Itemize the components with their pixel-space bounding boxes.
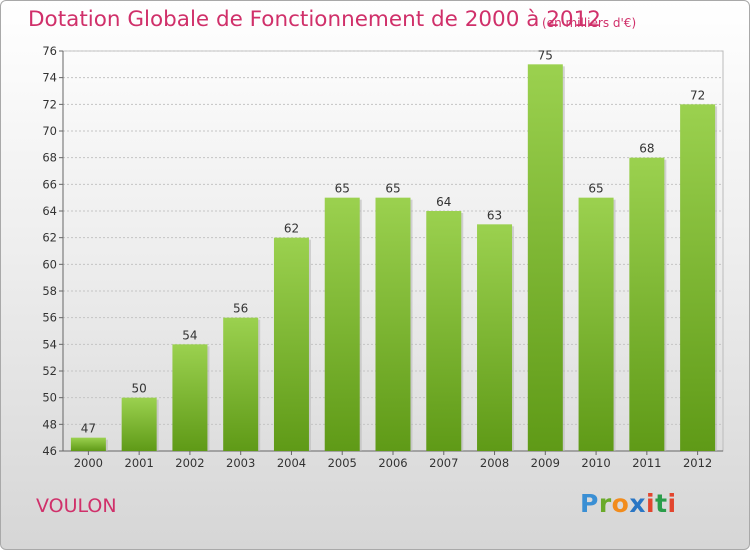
x-tick-label: 2011 bbox=[632, 456, 661, 470]
bar-value-label: 56 bbox=[233, 302, 248, 316]
y-tick-label: 56 bbox=[42, 311, 57, 325]
x-tick-label: 2003 bbox=[226, 456, 255, 470]
y-tick-label: 50 bbox=[42, 391, 57, 405]
y-tick-label: 58 bbox=[42, 284, 57, 298]
bar-value-label: 62 bbox=[284, 222, 299, 236]
bar bbox=[375, 197, 411, 451]
commune-name: VOULON bbox=[36, 495, 117, 517]
x-tick-label: 2006 bbox=[378, 456, 407, 470]
y-tick-label: 66 bbox=[42, 177, 57, 191]
logo-letter: i bbox=[667, 489, 677, 518]
x-tick-label: 2010 bbox=[581, 456, 610, 470]
y-tick-label: 76 bbox=[42, 44, 57, 58]
x-tick-label: 2005 bbox=[328, 456, 357, 470]
chart-title: Dotation Globale de Fonctionnement de 20… bbox=[28, 7, 601, 32]
bar-value-label: 65 bbox=[335, 182, 350, 196]
bar bbox=[629, 157, 665, 451]
bar-value-label: 47 bbox=[81, 422, 96, 436]
x-tick-label: 2009 bbox=[531, 456, 560, 470]
x-tick-label: 2001 bbox=[125, 456, 154, 470]
proxiti-logo[interactable]: Proxiti bbox=[580, 489, 677, 518]
bar-value-label: 54 bbox=[182, 328, 197, 342]
y-tick-label: 64 bbox=[42, 204, 57, 218]
bar-value-label: 72 bbox=[690, 88, 705, 102]
bar bbox=[426, 211, 462, 451]
y-tick-label: 54 bbox=[42, 337, 57, 351]
logo-letter: P bbox=[580, 489, 599, 518]
bar bbox=[121, 397, 157, 451]
y-tick-label: 68 bbox=[42, 151, 57, 165]
chart-subtitle: (en milliers d'€) bbox=[542, 16, 637, 30]
bar-value-label: 65 bbox=[588, 182, 603, 196]
x-tick-label: 2008 bbox=[480, 456, 509, 470]
y-tick-label: 46 bbox=[42, 444, 57, 458]
logo-letter: x bbox=[629, 489, 646, 518]
logo-letter: t bbox=[655, 489, 668, 518]
x-tick-label: 2004 bbox=[277, 456, 306, 470]
bar bbox=[172, 344, 208, 451]
bar-value-label: 50 bbox=[132, 382, 147, 396]
y-tick-label: 48 bbox=[42, 417, 57, 431]
logo-letter: r bbox=[598, 489, 612, 518]
y-tick-label: 60 bbox=[42, 257, 57, 271]
y-tick-label: 70 bbox=[42, 124, 57, 138]
bar bbox=[324, 197, 360, 451]
bar bbox=[680, 104, 716, 451]
bar bbox=[273, 237, 309, 451]
x-tick-label: 2007 bbox=[429, 456, 458, 470]
x-tick-label: 2002 bbox=[175, 456, 204, 470]
bar-value-label: 64 bbox=[436, 195, 451, 209]
y-tick-label: 52 bbox=[42, 364, 57, 378]
bar bbox=[70, 437, 106, 451]
x-tick-label: 2012 bbox=[683, 456, 712, 470]
y-tick-label: 74 bbox=[42, 71, 57, 85]
bar bbox=[527, 64, 563, 452]
bar bbox=[578, 197, 614, 451]
y-tick-label: 72 bbox=[42, 97, 57, 111]
bar-value-label: 68 bbox=[639, 142, 654, 156]
bar bbox=[223, 317, 259, 451]
bar bbox=[477, 224, 513, 451]
bar-value-label: 65 bbox=[385, 182, 400, 196]
bar-value-label: 63 bbox=[487, 208, 502, 222]
logo-letter: o bbox=[611, 489, 630, 518]
logo-letter: i bbox=[646, 489, 656, 518]
bar-value-label: 75 bbox=[538, 48, 553, 62]
x-tick-label: 2000 bbox=[74, 456, 103, 470]
y-tick-label: 62 bbox=[42, 231, 57, 245]
